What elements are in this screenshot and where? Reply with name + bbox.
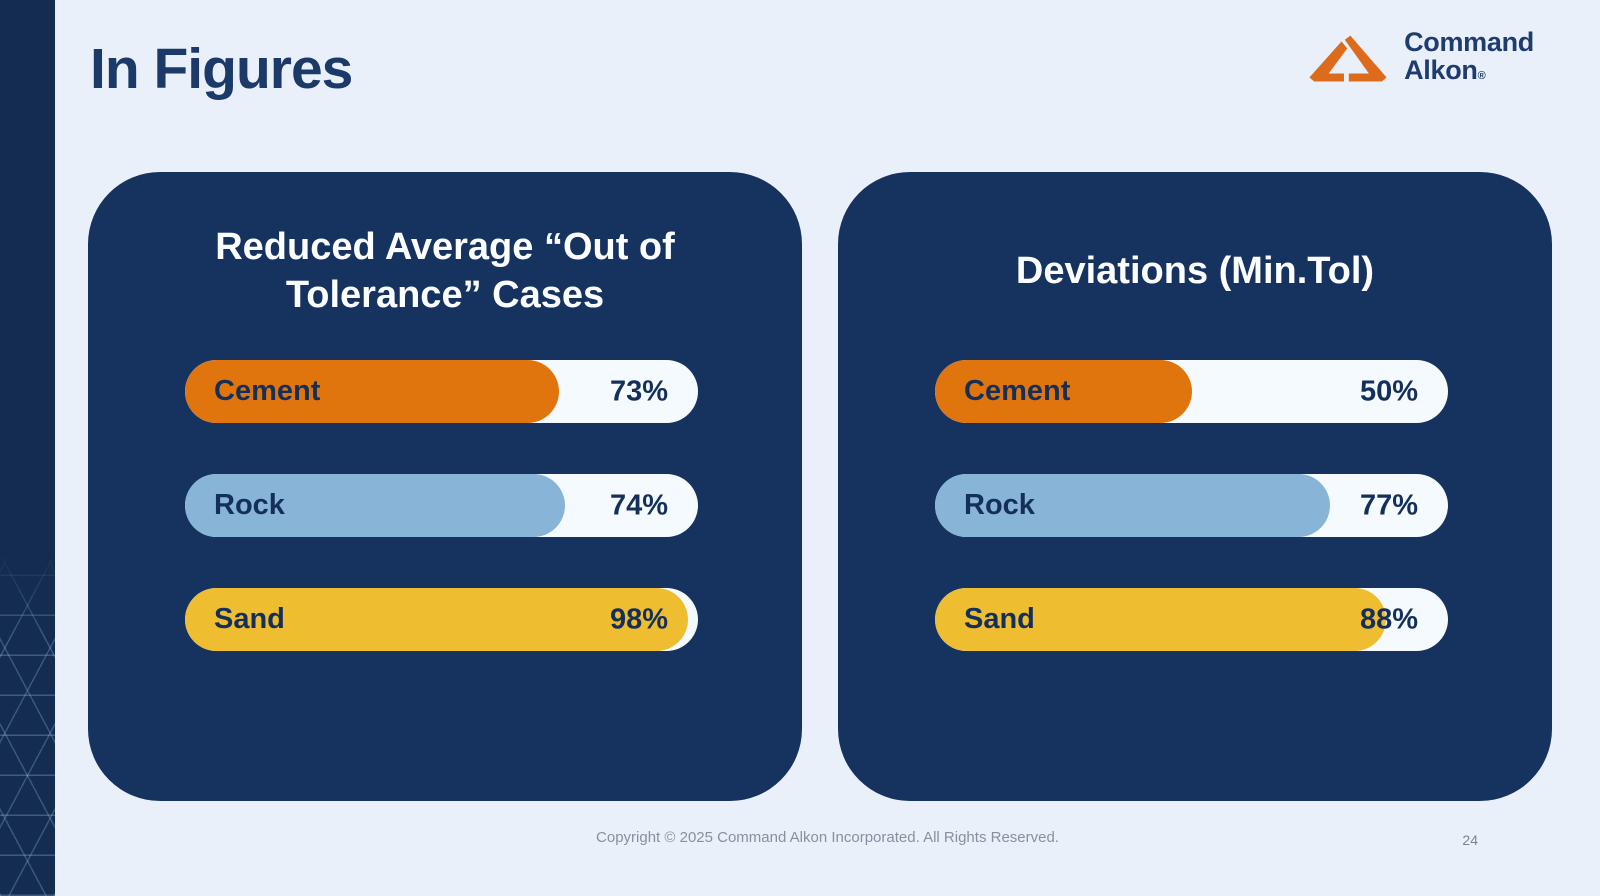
- bar-chart-out-of-tolerance: Cement 73% Rock 74% Sand 98%: [185, 360, 698, 651]
- bar-fill-rock: Rock: [185, 474, 565, 537]
- bar-label-rock: Rock: [964, 489, 1035, 521]
- command-alkon-logo-icon: [1309, 35, 1387, 82]
- card-out-of-tolerance: Reduced Average “Out of Tolerance” Cases…: [88, 172, 802, 801]
- logo-wordmark: Command Alkon®: [1404, 28, 1534, 90]
- bar-fill-cement: Cement: [935, 360, 1192, 423]
- page-number: 24: [1462, 832, 1478, 848]
- bar-value-sand: 98%: [609, 603, 668, 635]
- logo-word-alkon: Alkon®: [1404, 55, 1486, 85]
- bar-value-cement: 50%: [1359, 375, 1418, 407]
- bar-label-sand: Sand: [214, 603, 285, 635]
- command-alkon-logo: Command Alkon®: [1307, 28, 1534, 90]
- bar-fill-cement: Cement: [185, 360, 560, 423]
- bar-value-cement: 73%: [609, 375, 668, 407]
- logo-word-command: Command: [1404, 27, 1534, 57]
- bar-cement: Cement 73%: [185, 360, 698, 423]
- copyright-text: Copyright © 2025 Command Alkon Incorpora…: [596, 829, 1059, 846]
- card-title-out-of-tolerance: Reduced Average “Out of Tolerance” Cases: [215, 226, 675, 316]
- bar-rock: Rock 74%: [185, 474, 698, 537]
- left-edge-strip: [0, 0, 55, 896]
- bar-fill-sand: Sand: [185, 588, 688, 651]
- bar-rock: Rock 77%: [935, 474, 1448, 537]
- bar-cement: Cement 50%: [935, 360, 1448, 423]
- bar-chart-deviations: Cement 50% Rock 77% Sand 88%: [935, 360, 1448, 651]
- registered-trademark-symbol: ®: [1477, 70, 1486, 82]
- bar-value-rock: 77%: [1359, 489, 1418, 521]
- card-title-deviations: Deviations (Min.Tol): [1015, 250, 1375, 293]
- page-title: In Figures: [90, 37, 353, 101]
- bar-fill-rock: Rock: [935, 474, 1330, 537]
- bar-sand: Sand 88%: [935, 588, 1448, 651]
- triangle-mesh-pattern: [0, 552, 55, 896]
- bar-value-rock: 74%: [609, 489, 668, 521]
- bar-label-rock: Rock: [214, 489, 285, 521]
- bar-fill-sand: Sand: [935, 588, 1387, 651]
- bar-sand: Sand 98%: [185, 588, 698, 651]
- bar-label-sand: Sand: [964, 603, 1035, 635]
- bar-label-cement: Cement: [964, 375, 1071, 407]
- card-deviations: Deviations (Min.Tol) Cement 50% Rock 77%…: [838, 172, 1552, 801]
- bar-label-cement: Cement: [214, 375, 321, 407]
- bar-value-sand: 88%: [1359, 603, 1418, 635]
